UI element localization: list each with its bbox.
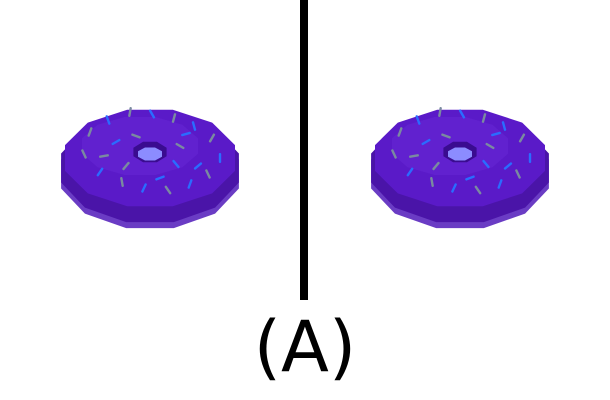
sprinkle [172, 159, 180, 169]
sprinkle [155, 175, 165, 181]
sprinkle [406, 167, 414, 177]
sprinkle [218, 153, 222, 163]
sprinkle [518, 133, 526, 143]
sprinkle [491, 131, 501, 137]
panel-left [0, 0, 300, 300]
sprinkle [430, 177, 434, 187]
sprinkle [193, 162, 203, 170]
sprinkle [391, 149, 397, 159]
sprinkle [441, 133, 451, 139]
sprinkle [171, 113, 177, 123]
sprinkle [409, 154, 419, 158]
sprinkle [415, 115, 421, 125]
sprinkle [122, 161, 130, 171]
sprinkle [148, 109, 156, 119]
sprinkle [99, 154, 109, 158]
sprinkle [87, 127, 93, 137]
sprinkle [501, 121, 507, 131]
sprinkle [432, 161, 440, 171]
sprinkle [458, 109, 466, 119]
sprinkle [164, 185, 172, 195]
sprinkle [503, 162, 513, 170]
sprinkle [187, 179, 193, 189]
donut-hole [138, 147, 162, 161]
sprinkle [205, 169, 211, 179]
sprinkle [128, 107, 132, 117]
sprinkle [397, 127, 403, 137]
sprinkle [120, 177, 124, 187]
sprinkle [528, 153, 532, 163]
sprinkle [96, 167, 104, 177]
sprinkle [131, 133, 141, 139]
sprinkle [191, 121, 197, 131]
sprinkle [482, 159, 490, 169]
sprinkle [451, 183, 457, 193]
panel-right [310, 0, 610, 300]
sprinkle [175, 142, 185, 150]
figure-caption: (A) [253, 306, 357, 388]
sprinkle [421, 138, 431, 146]
sprinkle [111, 138, 121, 146]
sprinkle [81, 149, 87, 159]
vertical-divider [300, 0, 310, 300]
sprinkle [515, 169, 521, 179]
sprinkle [481, 113, 487, 123]
sprinkle [141, 183, 147, 193]
sprinkle [497, 179, 503, 189]
donut-icon-left [61, 107, 239, 229]
sprinkle [465, 175, 475, 181]
donut-hole [448, 147, 472, 161]
sprinkle [474, 185, 482, 195]
sprinkle [438, 107, 442, 117]
sprinkle [485, 142, 495, 150]
sprinkle [105, 115, 111, 125]
sprinkle [181, 131, 191, 137]
donut-icon-right [371, 107, 549, 229]
sprinkle [208, 133, 216, 143]
